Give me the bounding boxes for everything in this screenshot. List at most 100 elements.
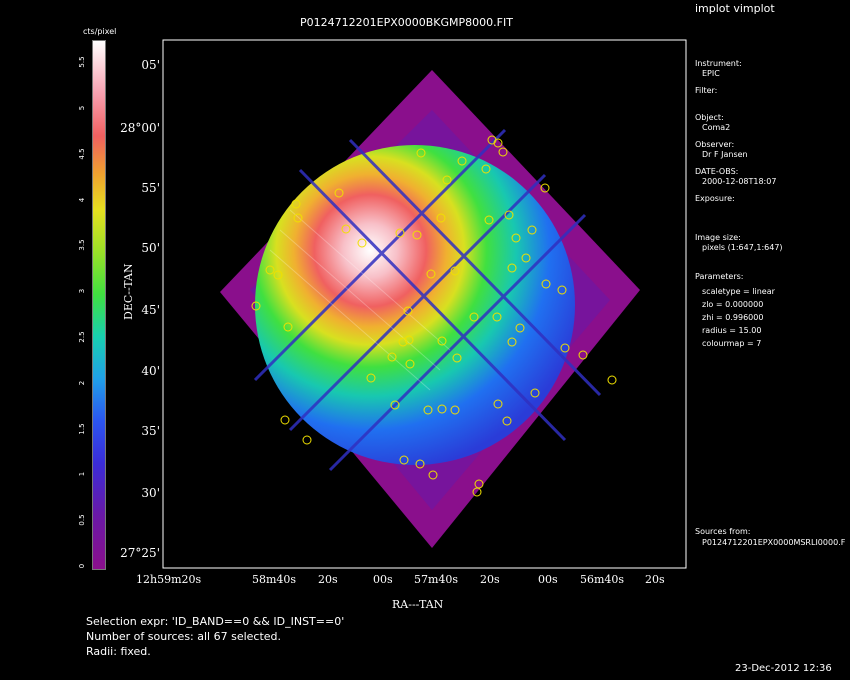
- source-marker[interactable]: [423, 405, 433, 415]
- source-marker[interactable]: [511, 233, 521, 243]
- source-marker[interactable]: [265, 265, 275, 275]
- image-size-label: Image size:: [695, 233, 741, 242]
- source-marker[interactable]: [426, 269, 436, 279]
- colorbar-unit: cts/pixel: [83, 27, 117, 36]
- source-marker[interactable]: [487, 135, 497, 145]
- source-marker[interactable]: [472, 487, 482, 497]
- source-markers: [251, 135, 617, 497]
- source-marker[interactable]: [334, 188, 344, 198]
- source-marker[interactable]: [291, 199, 301, 209]
- source-marker[interactable]: [492, 312, 502, 322]
- source-marker[interactable]: [293, 213, 303, 223]
- sources-file: P0124712201EPX0000MSRLI0000.F: [702, 538, 846, 547]
- source-marker[interactable]: [541, 279, 551, 289]
- chip-gaps: [253, 128, 602, 472]
- source-marker[interactable]: [415, 459, 425, 469]
- source-marker[interactable]: [527, 225, 537, 235]
- source-marker[interactable]: [469, 312, 479, 322]
- source-marker[interactable]: [540, 183, 550, 193]
- source-marker[interactable]: [484, 215, 494, 225]
- instrument-value: EPIC: [702, 69, 720, 78]
- source-marker[interactable]: [452, 353, 462, 363]
- source-marker[interactable]: [395, 228, 405, 238]
- observer-label: Observer:: [695, 140, 735, 149]
- source-marker[interactable]: [450, 405, 460, 415]
- source-marker[interactable]: [283, 322, 293, 332]
- source-marker[interactable]: [387, 352, 397, 362]
- window-title: implot vimplot: [695, 2, 775, 15]
- source-marker[interactable]: [341, 224, 351, 234]
- source-marker[interactable]: [437, 336, 447, 346]
- source-marker[interactable]: [515, 323, 525, 333]
- source-marker[interactable]: [507, 263, 517, 273]
- param-scaletype: scaletype = linear: [702, 287, 775, 296]
- observer-value: Dr F Jansen: [702, 150, 748, 159]
- date-label: DATE-OBS:: [695, 167, 739, 176]
- source-marker[interactable]: [404, 335, 414, 345]
- source-marker[interactable]: [302, 435, 312, 445]
- source-marker[interactable]: [498, 147, 508, 157]
- param-radius: radius = 15.00: [702, 326, 762, 335]
- ra-tick: 00s: [373, 573, 393, 586]
- ra-tick: 58m40s: [252, 573, 297, 586]
- ra-tick: 12h59m20s: [136, 573, 202, 586]
- filter-label: Filter:: [695, 86, 718, 95]
- source-marker[interactable]: [493, 138, 503, 148]
- object-label: Object:: [695, 113, 724, 122]
- ra-tick: 20s: [645, 573, 665, 586]
- source-marker[interactable]: [557, 285, 567, 295]
- dec-axis-label: DEC--TAN: [122, 263, 135, 320]
- source-marker[interactable]: [437, 404, 447, 414]
- source-marker[interactable]: [450, 266, 460, 276]
- source-marker[interactable]: [390, 400, 400, 410]
- source-marker[interactable]: [399, 455, 409, 465]
- dec-tick: 27°25': [120, 546, 160, 560]
- instrument-label: Instrument:: [695, 59, 742, 68]
- selection-expression: Selection expr: 'ID_BAND==0 && ID_INST==…: [86, 615, 345, 628]
- source-count: Number of sources: all 67 selected.: [86, 630, 282, 643]
- object-value: Coma2: [702, 123, 731, 132]
- param-zlo: zlo = 0.000000: [702, 300, 764, 309]
- source-marker[interactable]: [357, 238, 367, 248]
- dec-tick: 55': [141, 181, 160, 195]
- source-marker[interactable]: [457, 156, 467, 166]
- source-marker[interactable]: [578, 350, 588, 360]
- ra-tick: 57m40s: [414, 573, 459, 586]
- exposure-label: Exposure:: [695, 194, 735, 203]
- date-value: 2000-12-08T18:07: [702, 177, 777, 186]
- sources-label: Sources from:: [695, 527, 751, 536]
- source-marker[interactable]: [521, 253, 531, 263]
- source-marker[interactable]: [502, 416, 512, 426]
- source-marker[interactable]: [412, 230, 422, 240]
- source-marker[interactable]: [403, 306, 413, 316]
- source-marker[interactable]: [398, 337, 408, 347]
- source-marker[interactable]: [560, 343, 570, 353]
- source-marker[interactable]: [416, 148, 426, 158]
- image-filename: P0124712201EPX0000BKGMP8000.FIT: [300, 16, 513, 29]
- source-marker[interactable]: [481, 164, 491, 174]
- source-marker[interactable]: [504, 210, 514, 220]
- dec-tick: 35': [141, 424, 160, 438]
- source-marker[interactable]: [251, 301, 261, 311]
- ra-tick: 20s: [318, 573, 338, 586]
- source-marker[interactable]: [507, 337, 517, 347]
- source-marker[interactable]: [428, 470, 438, 480]
- radii-mode: Radii: fixed.: [86, 645, 151, 658]
- parameters-label: Parameters:: [695, 272, 744, 281]
- source-marker[interactable]: [607, 375, 617, 385]
- source-marker[interactable]: [280, 415, 290, 425]
- source-marker[interactable]: [530, 388, 540, 398]
- ra-tick: 20s: [480, 573, 500, 586]
- ra-axis-label: RA---TAN: [392, 598, 444, 611]
- source-marker[interactable]: [366, 373, 376, 383]
- source-marker[interactable]: [273, 270, 283, 280]
- timestamp: 23-Dec-2012 12:36: [735, 663, 832, 674]
- ra-tick: 00s: [538, 573, 558, 586]
- source-marker[interactable]: [436, 213, 446, 223]
- source-marker[interactable]: [405, 359, 415, 369]
- source-marker[interactable]: [442, 175, 452, 185]
- source-marker[interactable]: [493, 399, 503, 409]
- streaks: [269, 209, 451, 391]
- param-colourmap: colourmap = 7: [702, 339, 762, 348]
